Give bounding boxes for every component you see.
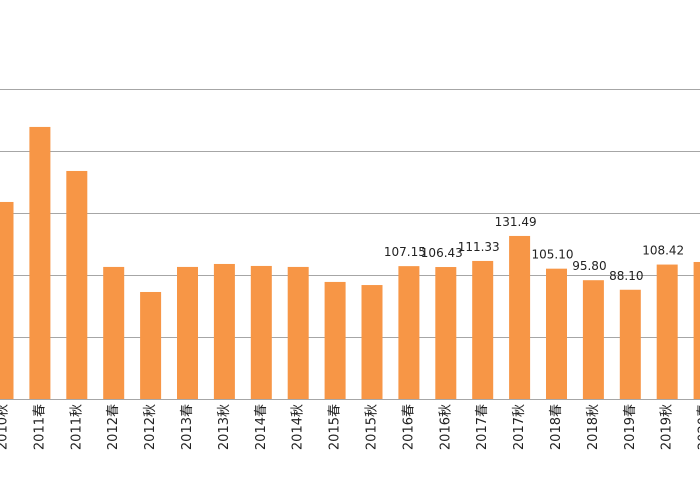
bar: [250, 265, 272, 399]
bar: [0, 201, 14, 399]
bar: [29, 126, 51, 399]
bar: [619, 289, 641, 399]
x-tick-label: 2014秋: [291, 404, 306, 450]
x-tick-label: 2017秋: [512, 404, 527, 450]
bar: [103, 266, 125, 399]
x-tick-label: 2018春: [549, 404, 564, 450]
x-tick-label: 2011秋: [69, 404, 84, 450]
bar: [546, 268, 567, 399]
x-tick-label: 2015春: [328, 404, 343, 450]
x-tick-label: 2015秋: [365, 404, 380, 450]
bar: [213, 263, 235, 399]
data-label: 107.15: [384, 245, 426, 259]
bar: [582, 280, 604, 399]
x-tick-label: 2018秋: [586, 404, 601, 450]
x-tick-label: 2011春: [32, 404, 47, 450]
x-tick-label: 2017春: [475, 404, 490, 450]
bar: [472, 260, 494, 399]
x-tick-label: 2016秋: [438, 404, 453, 450]
bar: [435, 267, 457, 399]
data-label: 88.10: [609, 269, 643, 283]
x-tick-label: 2019春: [623, 404, 638, 450]
x-tick-label: 2013春: [180, 404, 195, 450]
data-label: 106.43: [421, 246, 463, 260]
bar: [509, 235, 531, 399]
x-tick-label: 2013秋: [217, 404, 232, 450]
bar: [287, 266, 309, 399]
x-tick-label: 2012秋: [143, 404, 158, 450]
data-label: 105.10: [532, 248, 574, 262]
bar: [66, 170, 88, 399]
x-tick-label: 2014春: [254, 404, 269, 450]
data-label: 108.42: [642, 244, 684, 258]
x-tick-label: 2020春: [697, 404, 700, 450]
bar: [140, 291, 162, 399]
bar: [656, 264, 678, 399]
bar: [361, 285, 383, 399]
x-tick-label: 2016春: [401, 404, 416, 450]
data-label: 131.49: [495, 215, 537, 229]
x-tick-label: 2019秋: [660, 404, 675, 450]
x-tick-label: 2010秋: [0, 404, 11, 450]
x-tick-label: 2012春: [106, 404, 121, 450]
data-label: 111.33: [458, 240, 500, 254]
bar: [324, 281, 346, 399]
bar: [693, 261, 700, 399]
data-label: 95.80: [572, 259, 606, 273]
bar: [398, 266, 420, 399]
bar: [177, 266, 198, 399]
